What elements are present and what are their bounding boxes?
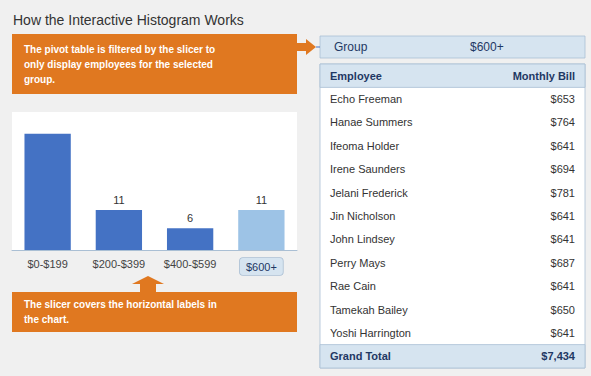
svg-text:$764: $764 [551,116,575,128]
svg-text:$641: $641 [551,327,575,339]
svg-text:6: 6 [187,212,193,224]
svg-text:only display employees for the: only display employees for the selected [24,59,213,70]
svg-text:The slicer covers the horizont: The slicer covers the horizontal labels … [24,299,217,310]
svg-text:Group: Group [334,40,368,54]
svg-text:$0-$199: $0-$199 [27,258,67,270]
svg-text:$600+: $600+ [246,261,277,273]
svg-text:$200-$399: $200-$399 [93,258,146,270]
svg-text:Grand Total: Grand Total [330,350,391,362]
svg-text:Employee: Employee [330,70,382,82]
svg-text:$650: $650 [551,304,575,316]
svg-text:11: 11 [113,194,124,206]
svg-text:$653: $653 [551,93,575,105]
svg-text:Tamekah Bailey: Tamekah Bailey [330,304,408,316]
svg-text:Yoshi Harrington: Yoshi Harrington [330,327,411,339]
svg-text:$641: $641 [551,280,575,292]
svg-text:The pivot table is filtered by: The pivot table is filtered by the slice… [24,44,215,55]
svg-text:group.: group. [24,74,55,85]
svg-text:Jin Nicholson: Jin Nicholson [330,210,395,222]
svg-text:$600+: $600+ [470,40,504,54]
svg-text:$641: $641 [551,140,575,152]
svg-text:the chart.: the chart. [24,314,69,325]
svg-text:Echo Freeman: Echo Freeman [330,93,402,105]
svg-text:Rae Cain: Rae Cain [330,280,376,292]
svg-text:11: 11 [256,194,267,206]
svg-text:$7,434: $7,434 [541,350,576,362]
svg-text:$694: $694 [551,163,575,175]
svg-text:$400-$599: $400-$599 [164,258,217,270]
svg-text:Monthly Bill: Monthly Bill [513,70,575,82]
svg-text:Hanae Summers: Hanae Summers [330,116,413,128]
svg-text:Jelani Frederick: Jelani Frederick [330,187,408,199]
svg-text:John Lindsey: John Lindsey [330,233,395,245]
svg-text:Irene Saunders: Irene Saunders [330,163,406,175]
svg-text:Ifeoma Holder: Ifeoma Holder [330,140,399,152]
svg-text:$641: $641 [551,233,575,245]
svg-text:$687: $687 [551,257,575,269]
svg-text:$781: $781 [551,187,575,199]
svg-text:How the Interactive Histogram: How the Interactive Histogram Works [13,12,244,28]
svg-text:Perry Mays: Perry Mays [330,257,386,269]
svg-text:$641: $641 [551,210,575,222]
